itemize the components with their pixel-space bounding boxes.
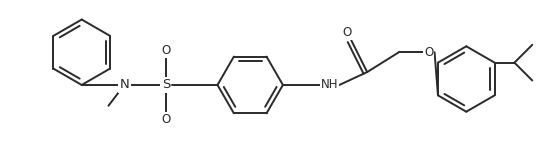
Text: O: O — [424, 46, 433, 59]
Text: N: N — [119, 79, 129, 91]
Text: S: S — [162, 79, 170, 91]
Text: O: O — [161, 113, 171, 126]
Text: O: O — [343, 26, 352, 39]
Text: O: O — [161, 44, 171, 57]
Text: NH: NH — [321, 79, 338, 91]
